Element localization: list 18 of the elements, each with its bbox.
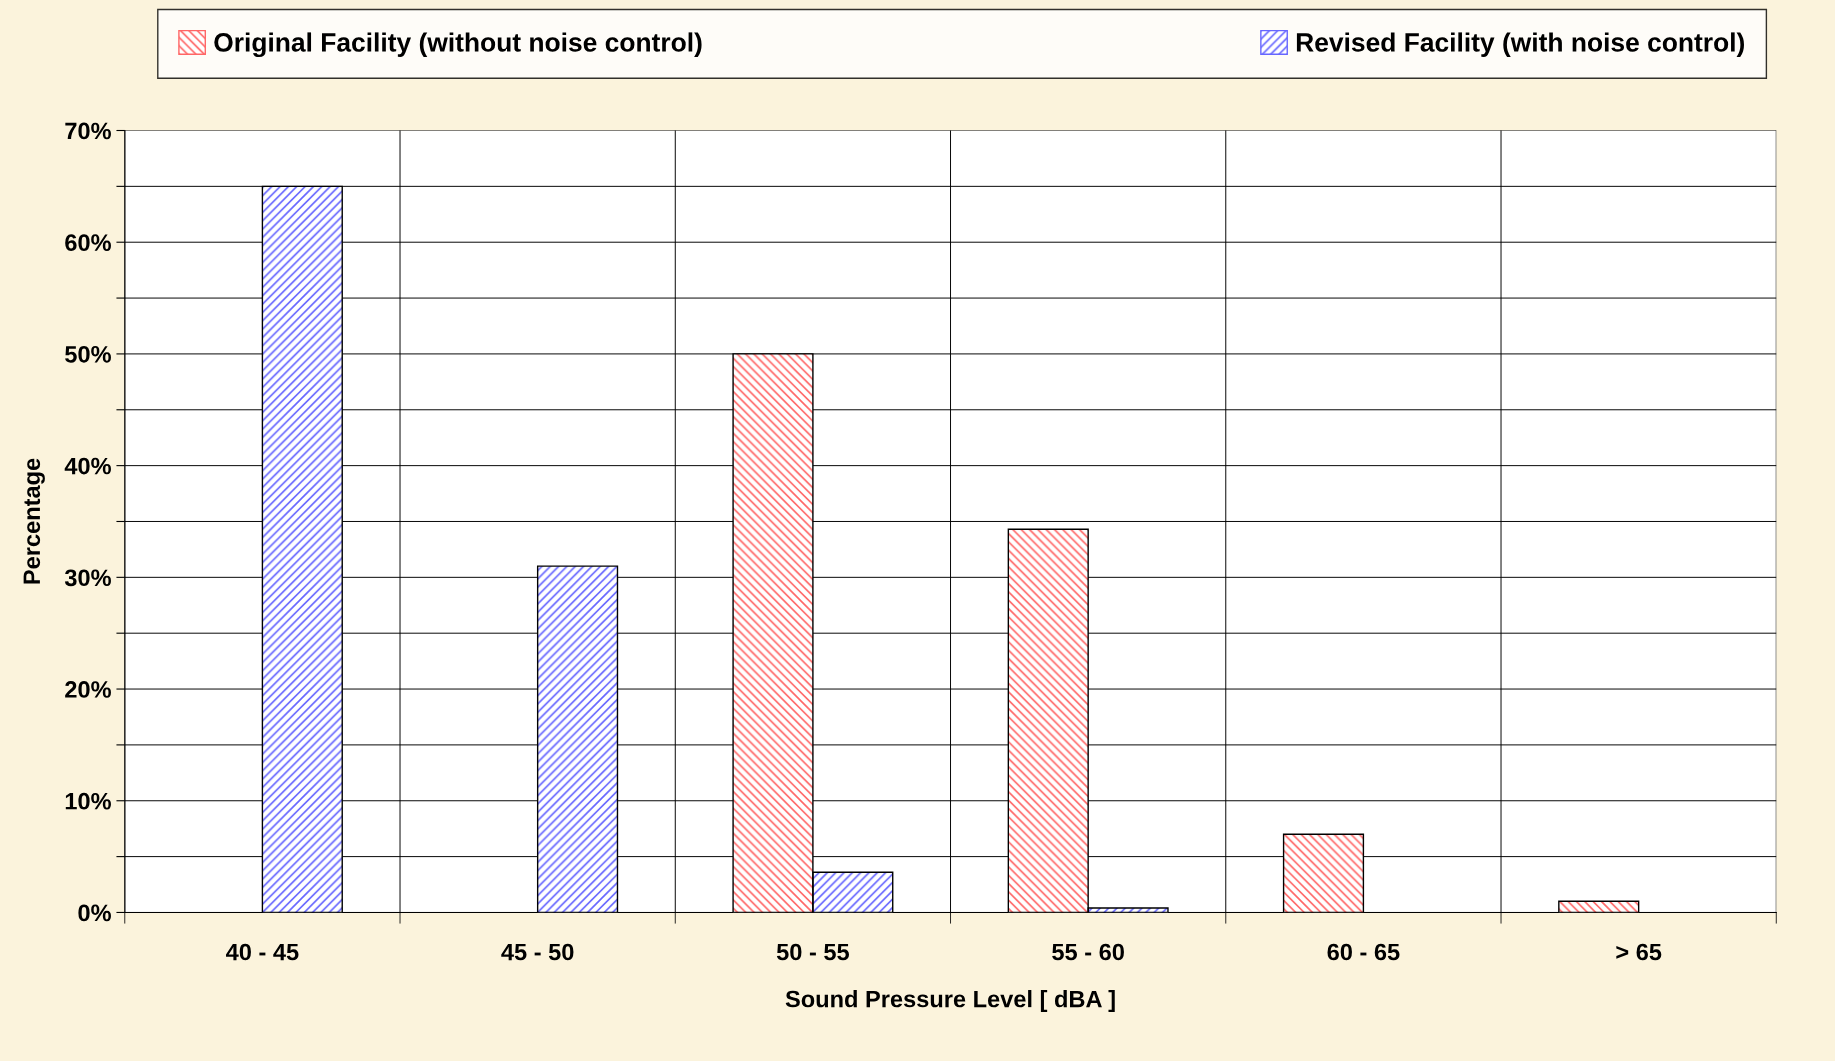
y-tick-label: 70% (65, 122, 111, 140)
y-tick-label: 40% (64, 457, 111, 475)
x-tick-label: 60 - 65 (1327, 943, 1400, 961)
legend-label: Original Facility (without noise control) (214, 32, 702, 58)
legend-label: Revised Facility (with noise control) (1296, 32, 1744, 57)
y-tick-label: 0% (78, 904, 111, 922)
y-tick-label: 30% (64, 569, 111, 587)
x-tick-label: > 65 (1616, 943, 1662, 961)
x-tick-label: 40 - 45 (226, 943, 299, 961)
x-tick-label: 45 - 50 (501, 943, 574, 961)
y-tick-label: 50% (65, 345, 111, 363)
x-tick-label: 50 - 55 (776, 943, 849, 961)
y-tick-label: 10% (65, 792, 111, 810)
y-tick-label: 60% (65, 234, 111, 251)
y-tick-label: 20% (65, 681, 111, 698)
y-axis-title: Percentage (23, 458, 45, 584)
x-axis-title: Sound Pressure Level [ dBA ] (785, 990, 1115, 1013)
x-tick-label: 55 - 60 (1052, 943, 1124, 961)
